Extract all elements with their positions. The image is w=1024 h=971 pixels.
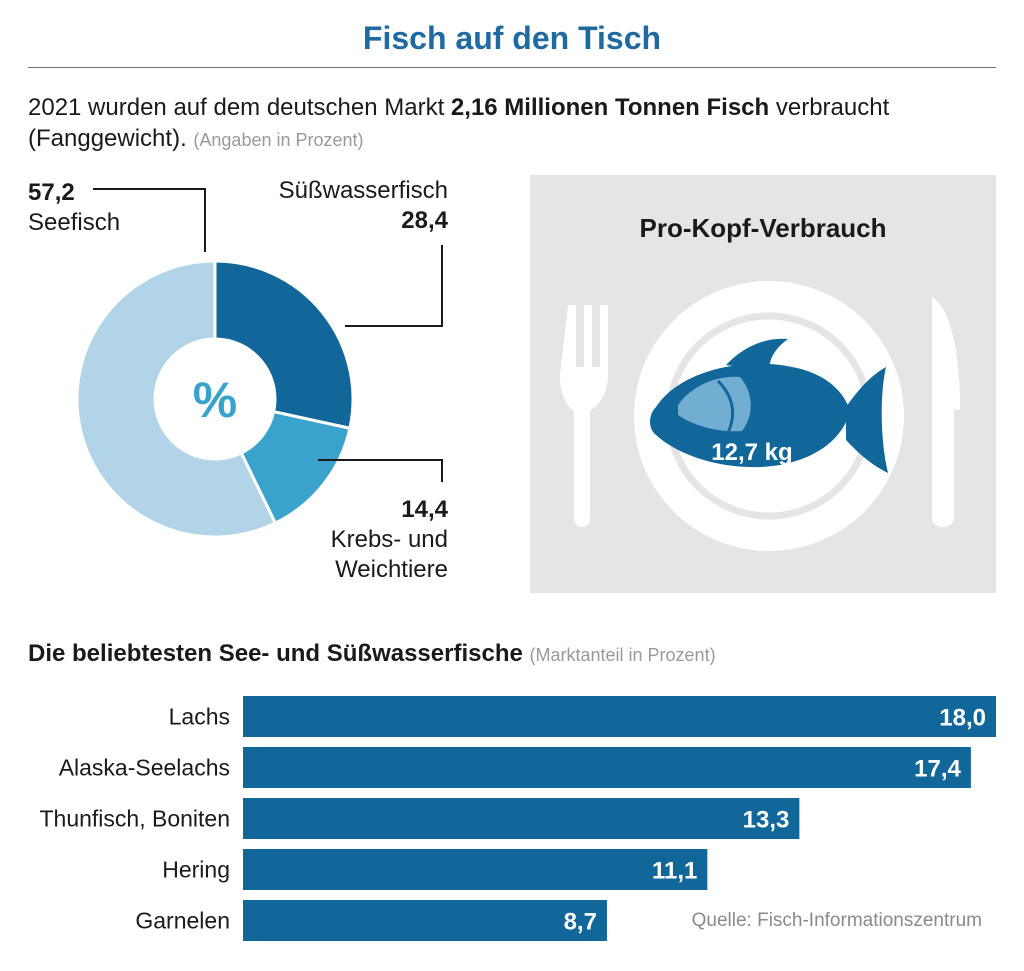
bar-chart: Lachs 18,0 Alaska-Seelachs 17,4 Thunfisch, B… [39,696,996,941]
fork-icon [560,305,608,527]
bar-0 [243,696,996,737]
title-divider [28,67,996,68]
bar-value-label: 13,3 [743,807,790,834]
intro-part2: verbraucht (Fanggewicht). [28,94,890,152]
bar-value-label: 11,1 [652,858,697,885]
bar-category-label: Hering [162,857,230,883]
donut-slice-seefisch [75,259,278,539]
bar-value-label: 8,7 [564,909,597,936]
donut-slice-suesswasser [213,259,355,431]
fish-fin [726,338,788,371]
fish-tail [846,367,888,473]
donut-center-symbol: % [193,372,237,428]
bar-category-label: Garnelen [135,908,230,934]
leader-lines [93,188,443,482]
seefisch-value: 57,2 [28,179,75,206]
bar-value-label: 18,0 [939,705,986,732]
suesswasser-name: Süßwasserfisch [278,177,448,204]
page-title: Fisch auf den Tisch [362,20,662,56]
knife-icon [932,297,960,528]
suesswasser-label: Süßwasserfisch 28,4 [230,176,448,236]
bar-2 [243,798,800,839]
intro-bold: 2,16 Millionen Tonnen Fisch [450,94,770,121]
bar-4 [243,900,607,941]
source-note: Quelle: Fisch-Informationszentrum [691,910,982,931]
per-capita-title: Pro-Kopf-Verbrauch [639,213,887,243]
leader-line-krebs [318,459,443,482]
per-capita-panel: Pro-Kopf-Verbrauch 12,7 kg [530,175,996,593]
bar-1 [243,747,971,788]
leader-line-suesswasser [345,245,443,327]
plate-illustration: 12,7 kg [560,281,960,551]
krebs-value: 14,4 [401,496,448,523]
bars-title: Die beliebtesten See- und Süßwasserfisch… [28,640,523,667]
intro-part1: 2021 wurden auf dem deutschen Markt [28,94,451,121]
krebs-name-line2: Weichtiere [335,556,448,583]
intro-note: (Angaben in Prozent) [193,130,364,150]
bar-category-label: Alaska-Seelachs [59,755,230,781]
per-capita-value: 12,7 kg [711,439,792,466]
suesswasser-value: 28,4 [401,207,448,234]
donut-chart: % [75,188,443,539]
bar-category-label: Lachs [169,704,230,730]
bars-heading: Die beliebtesten See- und Süßwasserfisch… [28,640,716,668]
intro-text: 2021 wurden auf dem deutschen Markt 2,16… [28,92,996,156]
krebs-label: 14,4 Krebs- und Weichtiere [230,495,448,585]
bar-3 [243,849,708,890]
bar-value-label: 17,4 [914,756,961,783]
bars-note: (Marktanteil in Prozent) [529,645,716,665]
bar-category-label: Thunfisch, Boniten [39,806,230,832]
seefisch-label: 57,2 Seefisch [28,178,120,238]
seefisch-name: Seefisch [28,209,121,236]
leader-line-seefisch [93,188,206,252]
fish-gill [716,379,735,434]
krebs-name-line1: Krebs- und [330,526,448,553]
